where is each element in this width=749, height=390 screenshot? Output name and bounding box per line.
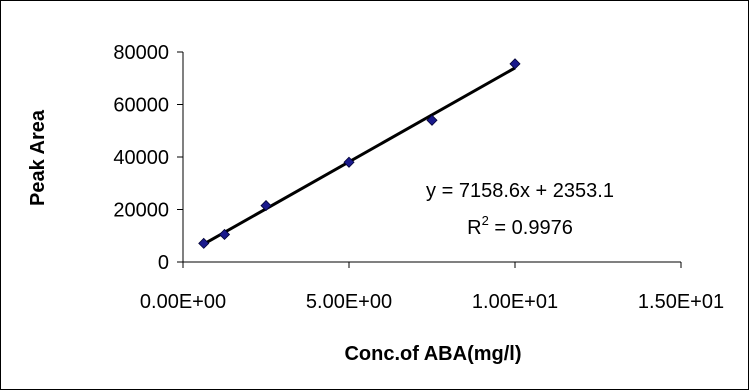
data-point [218,228,231,241]
y-tick-label: 60000 [113,95,169,117]
data-point [198,237,210,249]
r-squared-value: = 0.9976 [489,217,573,239]
x-tick-label: 1.00E+01 [472,291,558,313]
y-axis-title: Peak Area [27,109,49,206]
y-tick-label: 20000 [113,200,169,222]
axes [182,52,681,263]
trendline [203,66,516,246]
y-tick-label: 80000 [113,42,169,64]
x-tick-label: 0.00E+00 [140,291,226,313]
r-squared-label: R2 = 0.9976 [467,213,573,239]
data-point [426,114,438,126]
trendline-equation: y = 7158.6x + 2353.1 [426,180,614,202]
data-points [198,58,521,249]
trendline-group [203,66,516,246]
y-tick-label: 0 [158,252,169,274]
data-point [343,156,355,168]
y-tick-label: 40000 [113,147,169,169]
x-tick-label: 1.50E+01 [638,291,724,313]
r-squared-prefix: R [467,217,481,239]
data-point [509,58,521,70]
r-squared-superscript: 2 [482,213,489,228]
x-axis-title: Conc.of ABA(mg/l) [344,343,521,365]
ticks: 0 20000 40000 60000 80000 0.00E+00 5.00E+00 1.0… [113,42,724,313]
x-tick-label: 5.00E+00 [306,291,392,313]
data-point [260,199,272,212]
